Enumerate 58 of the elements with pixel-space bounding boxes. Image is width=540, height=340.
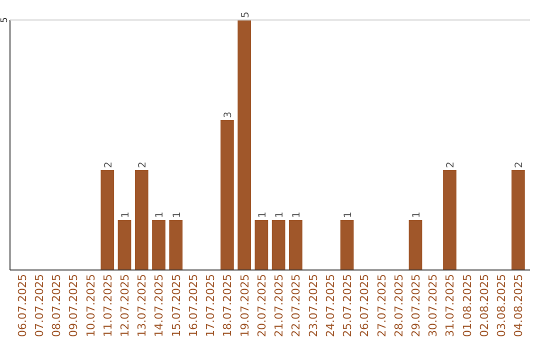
x-tick-label: 22.07.2025 xyxy=(290,274,303,337)
data-label: 1 xyxy=(411,212,422,218)
x-tick-label: 12.07.2025 xyxy=(118,274,132,337)
x-tick-label: 29.07.2025 xyxy=(409,274,422,337)
x-tick-label: 30.07.2025 xyxy=(426,274,440,337)
data-label: 1 xyxy=(274,212,286,218)
bar xyxy=(512,170,525,270)
x-tick-label: 17.07.2025 xyxy=(204,274,218,337)
bar xyxy=(272,220,286,270)
x-tick-label: 26.07.2025 xyxy=(358,274,372,337)
bar xyxy=(134,170,148,270)
x-tick-label: 09.07.2025 xyxy=(67,274,80,337)
bar xyxy=(238,20,251,270)
data-label: 2 xyxy=(514,162,526,168)
x-tick-label: 07.07.2025 xyxy=(32,274,46,337)
bar xyxy=(408,220,422,270)
bar xyxy=(443,170,456,270)
bar xyxy=(340,220,354,270)
x-tick-label: 11.07.2025 xyxy=(101,274,114,337)
x-tick-label: 31.07.2025 xyxy=(444,274,457,337)
data-label: 1 xyxy=(292,212,303,218)
x-tick-label: 19.07.2025 xyxy=(238,274,252,337)
x-tick-label: 16.07.2025 xyxy=(186,274,200,337)
x-tick-label: 27.07.2025 xyxy=(375,274,388,337)
x-tick-label: 08.07.2025 xyxy=(50,274,64,337)
x-tick-label: 20.07.2025 xyxy=(255,274,268,337)
data-label: 1 xyxy=(343,212,354,218)
bar xyxy=(118,220,132,270)
x-tick-label: 18.07.2025 xyxy=(221,274,234,337)
x-tick-label: 13.07.2025 xyxy=(136,274,149,337)
x-tick-label: 24.07.2025 xyxy=(324,274,337,337)
data-label: 2 xyxy=(138,162,149,168)
bar xyxy=(220,120,234,270)
data-label: 1 xyxy=(172,212,183,218)
bar xyxy=(169,220,183,270)
data-label: 2 xyxy=(103,162,114,168)
bar xyxy=(289,220,302,270)
x-tick-label: 03.08.2025 xyxy=(495,274,508,337)
bar xyxy=(152,220,166,270)
x-tick-label: 21.07.2025 xyxy=(272,274,286,337)
x-tick-label: 28.07.2025 xyxy=(392,274,406,337)
data-label: 1 xyxy=(154,212,166,218)
x-tick-label: 01.08.2025 xyxy=(460,274,474,337)
data-label: 2 xyxy=(446,162,457,168)
x-tick-label: 06.07.2025 xyxy=(16,274,29,337)
data-label: 1 xyxy=(120,212,132,218)
x-tick-label: 10.07.2025 xyxy=(84,274,98,337)
x-tick-label: 02.08.2025 xyxy=(478,274,491,337)
x-tick-label: 25.07.2025 xyxy=(341,274,354,337)
x-tick-label: 23.07.2025 xyxy=(306,274,320,337)
x-tick-label: 14.07.2025 xyxy=(152,274,166,337)
data-label: 1 xyxy=(257,212,268,218)
bar xyxy=(100,170,114,270)
bar xyxy=(254,220,268,270)
data-label: 5 xyxy=(240,12,252,18)
x-tick-label: 04.08.2025 xyxy=(512,274,526,337)
data-label: 3 xyxy=(223,112,234,118)
x-tick-label: 15.07.2025 xyxy=(170,274,183,337)
